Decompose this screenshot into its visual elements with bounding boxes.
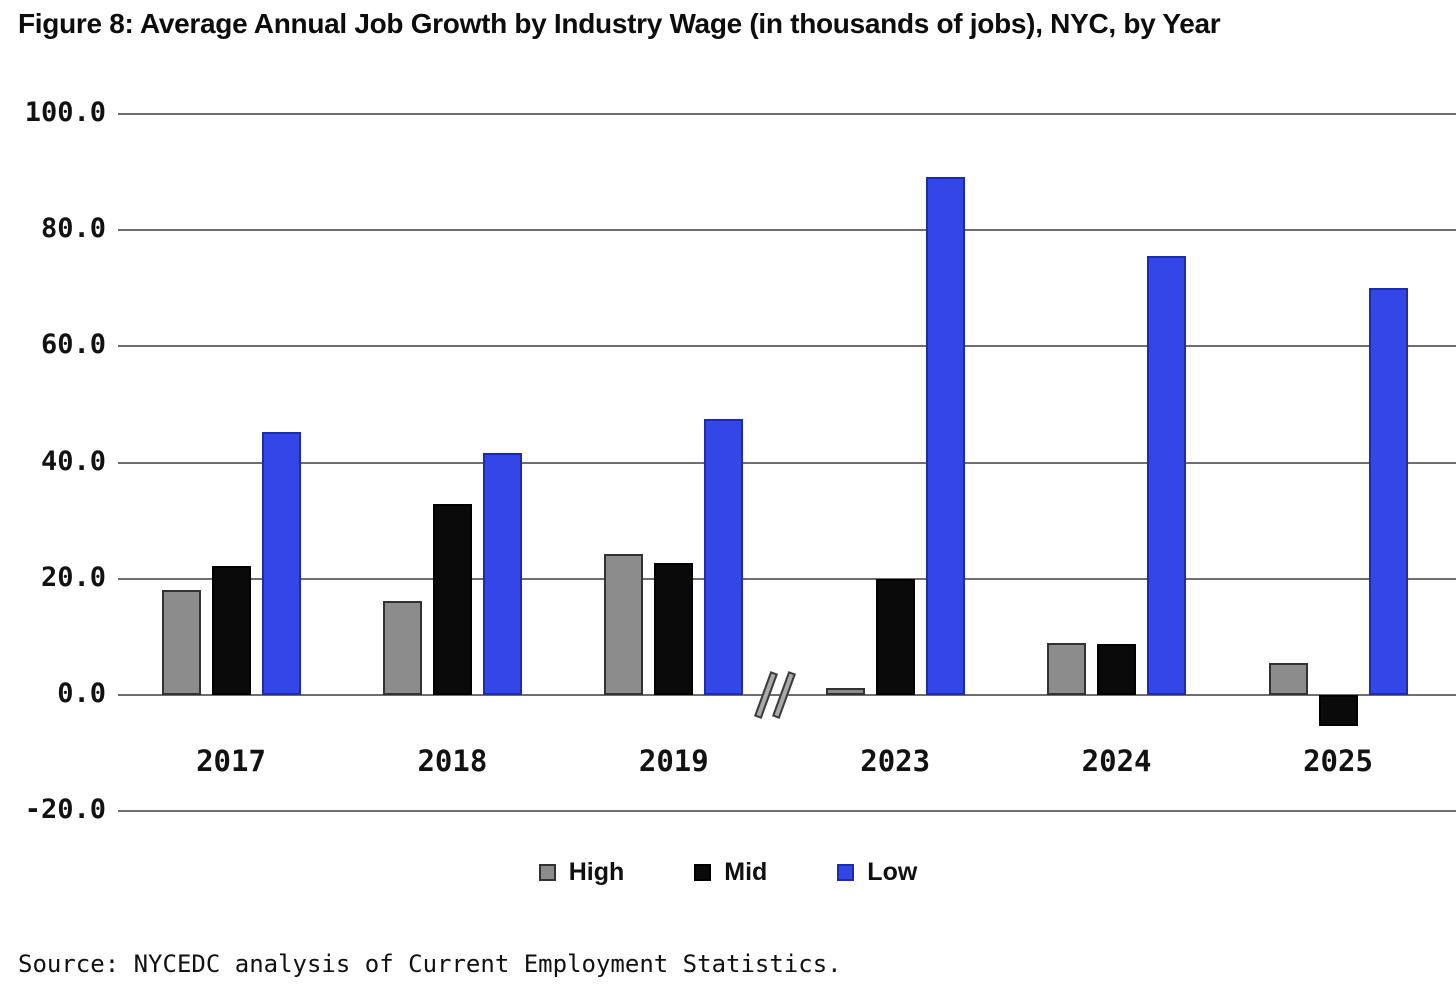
bar-high-2024 (1047, 642, 1087, 695)
bar-high-2017 (161, 589, 201, 695)
bar-high-2018 (382, 601, 422, 695)
y-axis-tick-label: 60.0 (40, 329, 106, 361)
figure-title: Figure 8: Average Annual Job Growth by I… (18, 8, 1221, 39)
y-axis-tick-label: -20.0 (24, 794, 106, 825)
legend-item-low: Low (837, 858, 917, 887)
x-axis-tick-label-2023: 2023 (860, 744, 931, 778)
x-axis-tick-label-2024: 2024 (1081, 744, 1152, 778)
bar-low-2019 (704, 418, 744, 695)
gridline-y--20 (118, 810, 1456, 812)
bar-mid-2025 (1318, 694, 1358, 726)
bar-low-2025 (1368, 288, 1408, 695)
legend-item-high: High (538, 858, 625, 887)
gridline-y-60 (118, 345, 1456, 348)
gridline-y-100 (118, 113, 1456, 115)
bar-mid-2024 (1097, 643, 1137, 695)
legend-swatch-low (837, 864, 855, 881)
x-axis-tick-label-2019: 2019 (638, 744, 709, 778)
y-axis-tick-label: 0.0 (57, 677, 106, 709)
gridline-y-80 (118, 229, 1456, 232)
bar-low-2017 (261, 431, 301, 695)
legend-item-mid: Mid (694, 858, 767, 887)
bar-mid-2019 (654, 562, 694, 695)
y-axis-tick-label: 80.0 (40, 213, 106, 245)
x-axis-tick-label-2018: 2018 (417, 744, 488, 778)
legend-swatch-mid (694, 864, 712, 881)
x-axis-tick-label-2017: 2017 (196, 744, 266, 778)
legend-swatch-high (538, 864, 556, 881)
y-axis-tick-label: 20.0 (40, 561, 106, 593)
source-note: Source: NYCEDC analysis of Current Emplo… (18, 950, 842, 978)
y-axis-tick-label: 40.0 (40, 445, 106, 477)
bar-mid-2017 (211, 566, 251, 695)
legend-label-mid: Mid (724, 858, 768, 886)
x-axis-tick-label-2025: 2025 (1303, 744, 1373, 778)
gridline-y-20 (118, 577, 1456, 580)
chart-legend: High Mid Low (0, 858, 1456, 887)
bar-low-2024 (1147, 256, 1187, 695)
bar-low-2018 (482, 452, 522, 695)
y-axis-tick-label: 100.0 (24, 97, 106, 128)
gridline-y-40 (118, 461, 1456, 464)
legend-label-low: Low (867, 858, 918, 886)
bar-high-2019 (604, 554, 644, 695)
bar-mid-2023 (875, 578, 915, 695)
bar-mid-2018 (432, 504, 472, 695)
bar-high-2023 (825, 687, 865, 695)
bar-low-2023 (925, 176, 965, 695)
bar-high-2025 (1268, 662, 1308, 695)
legend-label-high: High (568, 858, 625, 886)
